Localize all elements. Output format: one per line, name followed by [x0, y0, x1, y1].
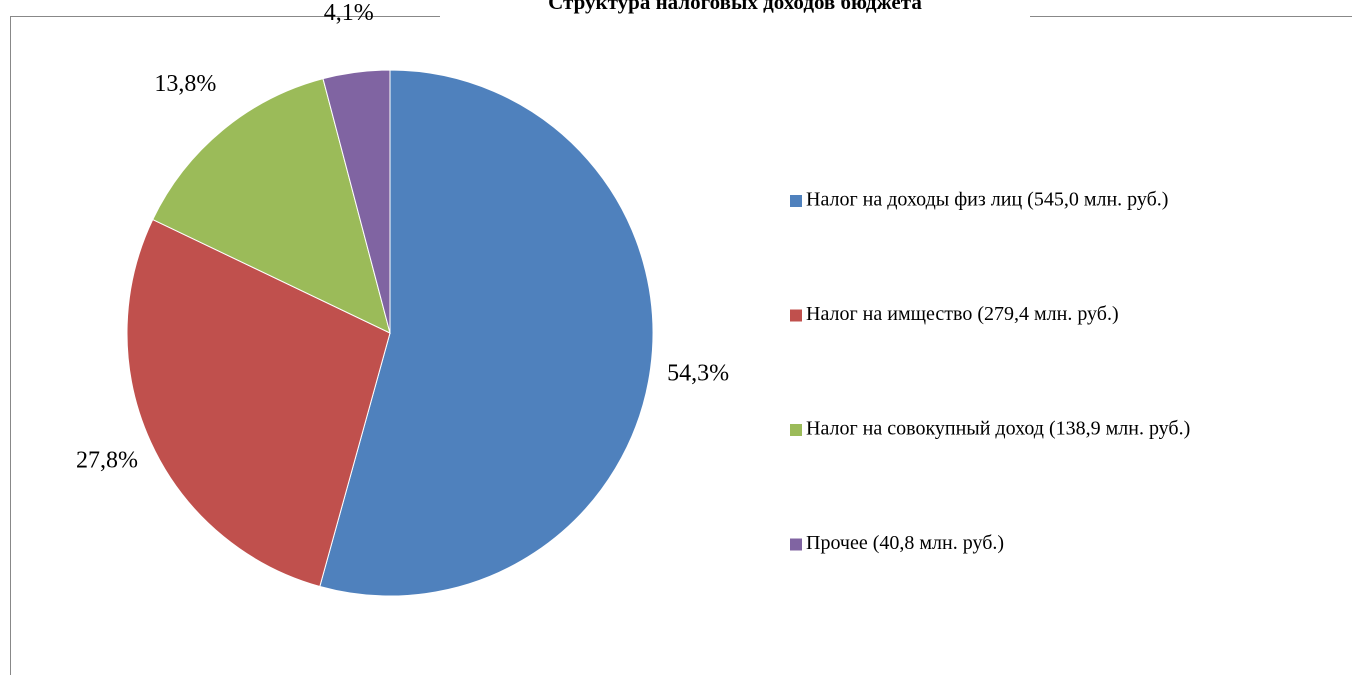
legend-label: Налог на совокупный доход (138,9 млн. ру…	[806, 418, 1190, 440]
legend-swatch	[790, 195, 802, 207]
legend-label: Налог на имщество (279,4 млн. руб.)	[806, 303, 1119, 325]
data-label: 27,8%	[76, 447, 138, 473]
title-backdrop	[440, 0, 1030, 22]
data-label: 4,1%	[324, 0, 374, 26]
legend-swatch	[790, 424, 802, 436]
pie-slice	[319, 69, 654, 597]
legend-label: Налог на доходы физ лиц (545,0 млн. руб.…	[806, 189, 1168, 211]
pie-slice	[322, 69, 391, 334]
pie-slice	[152, 78, 391, 334]
pie-slice	[126, 218, 391, 588]
legend-swatch	[790, 538, 802, 551]
data-label: 13,8%	[154, 71, 216, 97]
chart-title: Структура налоговых доходов бюджета	[548, 0, 922, 14]
legend-swatch	[790, 309, 802, 322]
data-label: 54,3%	[667, 360, 729, 386]
legend-label: Прочее (40,8 млн. руб.)	[806, 532, 1004, 554]
